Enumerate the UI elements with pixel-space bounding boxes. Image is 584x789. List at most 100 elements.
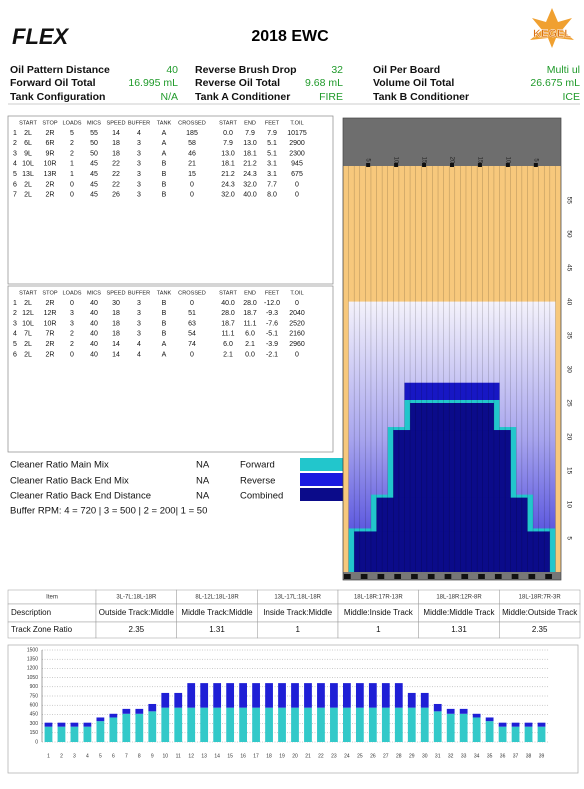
table-cell: 0	[295, 300, 299, 307]
bar-segment	[252, 707, 260, 742]
table-header: CROSSED	[178, 290, 206, 296]
distance-label: 45	[565, 264, 572, 272]
table-cell: 18	[112, 331, 120, 338]
tz-value: 1.31	[451, 625, 467, 634]
distance-label: 10	[565, 501, 572, 509]
bar-segment	[317, 683, 325, 708]
x-tick-label: 27	[383, 753, 389, 759]
table-cell: 40.0	[221, 300, 235, 307]
bar-segment	[537, 722, 546, 727]
x-tick-label: 5	[99, 753, 102, 759]
table-cell: 9R	[46, 150, 55, 157]
tz-value: Middle:Inside Track	[344, 608, 414, 617]
table-cell: 2040	[289, 310, 305, 317]
table-cell: 32.0	[221, 192, 235, 199]
table-cell: 50	[90, 150, 98, 157]
x-tick-label: 31	[435, 753, 441, 759]
table-cell: 5	[13, 341, 17, 348]
bar-segment	[498, 726, 507, 742]
foul-mark	[545, 574, 552, 579]
x-tick-label: 15	[227, 753, 233, 759]
bar-segment	[407, 692, 416, 708]
table-cell: 7.9	[223, 140, 233, 147]
bar-segment	[148, 711, 157, 742]
table-cell: 30	[112, 300, 120, 307]
table-cell: 5	[13, 171, 17, 178]
bar-segment	[330, 683, 338, 708]
table-header: STOP	[42, 120, 57, 126]
table-cell: 2R	[46, 192, 55, 199]
table-cell: 51	[188, 310, 196, 317]
info-value: 26.675 mL	[530, 77, 580, 89]
table-header: START	[19, 290, 37, 296]
bar-segment	[135, 708, 144, 714]
cleaner-value: NA	[196, 476, 210, 487]
table-cell: 45	[90, 161, 98, 168]
bar-segment	[459, 713, 468, 742]
table-cell: 8.0	[267, 192, 277, 199]
table-cell: 6.0	[245, 331, 255, 338]
table-cell: 45	[90, 181, 98, 188]
table-header: END	[244, 120, 256, 126]
table-header: FEET	[265, 120, 280, 126]
bar-segment	[524, 726, 533, 742]
table-cell: 675	[291, 171, 303, 178]
info-value: 16.995 mL	[128, 77, 178, 89]
table-cell: 3	[13, 320, 17, 327]
table-cell: 46	[188, 150, 196, 157]
table-cell: 2L	[24, 130, 32, 137]
table-cell: 3	[137, 150, 141, 157]
bar-segment	[368, 707, 377, 742]
table-cell: 14	[112, 351, 120, 358]
table-cell: 0	[295, 351, 299, 358]
tz-value: Middle:Middle Track	[423, 608, 495, 617]
foul-mark	[444, 574, 452, 579]
table-cell: 2.1	[245, 341, 255, 348]
bar-segment	[394, 707, 403, 742]
x-tick-label: 20	[292, 753, 298, 759]
bar-segment	[83, 722, 92, 727]
arrow-mark	[366, 163, 371, 167]
table-header: STOP	[42, 290, 57, 296]
table-cell: 12R	[44, 310, 57, 317]
y-tick-label: 0	[35, 739, 38, 745]
table-cell: 40	[90, 310, 98, 317]
table-cell: A	[162, 351, 167, 358]
table-cell: 3	[137, 181, 141, 188]
table-cell: 21.2	[243, 161, 257, 168]
x-tick-label: 17	[253, 753, 259, 759]
table-cell: 1	[70, 161, 74, 168]
table-header: T.OIL	[290, 290, 303, 296]
arrow-mark	[422, 163, 427, 167]
table-cell: 7.9	[245, 130, 255, 137]
table-header: TANK	[157, 290, 172, 296]
y-tick-label: 450	[30, 712, 39, 718]
table-cell: 3	[13, 150, 17, 157]
table-cell: 0	[190, 300, 194, 307]
kegel-brand: KEGEL	[533, 28, 571, 40]
bar-segment	[200, 707, 209, 742]
table-cell: 11.1	[221, 331, 234, 338]
table-cell: 3.1	[267, 161, 277, 168]
cleaner-label: Cleaner Ratio Main Mix	[10, 460, 109, 471]
bar-segment	[459, 708, 468, 714]
y-tick-label: 300	[30, 721, 39, 727]
table-cell: 6	[13, 181, 17, 188]
table-cell: B	[162, 161, 167, 168]
table-cell: 74	[188, 341, 196, 348]
arrow-mark	[450, 163, 454, 167]
table-cell: 21	[188, 161, 196, 168]
bar-segment	[368, 683, 377, 708]
distance-label: 35	[565, 332, 572, 340]
table-cell: -7.6	[266, 320, 278, 327]
tz-value: Middle:Outside Track	[502, 608, 578, 617]
table-cell: A	[162, 341, 167, 348]
table-cell: 50	[90, 140, 98, 147]
table-cell: 18	[112, 150, 120, 157]
bar-segment	[57, 726, 66, 742]
bar-segment	[161, 692, 170, 708]
foul-mark	[511, 574, 519, 579]
foul-mark	[427, 574, 435, 579]
bar-segment	[433, 711, 442, 742]
table-cell: 2300	[289, 150, 305, 157]
